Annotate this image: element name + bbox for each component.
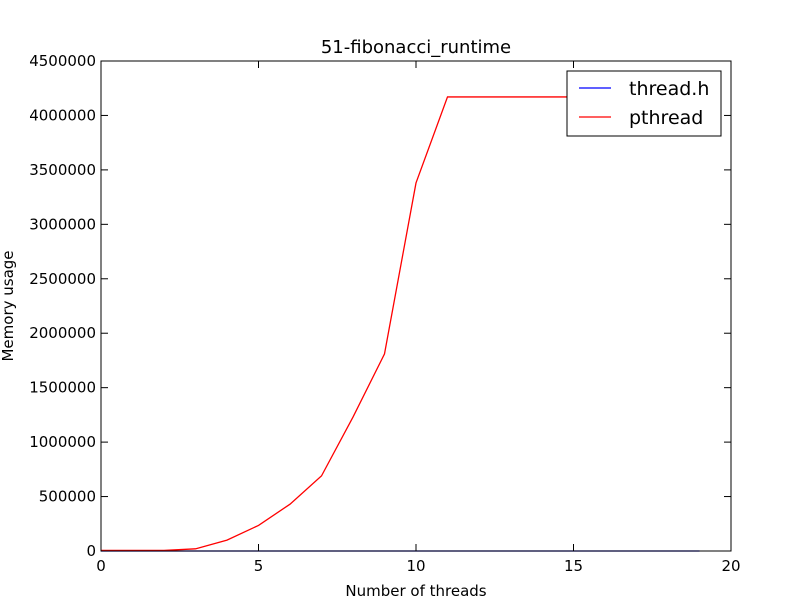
y-tick-label: 2500000 <box>29 270 96 288</box>
y-tick-label: 3500000 <box>29 161 96 179</box>
y-tick-label: 3000000 <box>29 215 96 233</box>
legend-box <box>566 70 722 137</box>
y-tick-label: 1000000 <box>29 433 96 451</box>
x-axis-label: Number of threads <box>345 582 486 600</box>
chart-title: 51-fibonacci_runtime <box>321 37 511 58</box>
x-tick-label: 0 <box>96 557 106 575</box>
y-tick-label: 500000 <box>39 488 96 506</box>
y-tick-label: 4000000 <box>29 106 96 124</box>
y-axis-label: Memory usage <box>0 250 17 361</box>
y-tick-label: 2000000 <box>29 324 96 342</box>
chart-legend: thread.h pthread <box>566 70 722 137</box>
y-tick-label: 1500000 <box>29 379 96 397</box>
legend-label: pthread <box>629 107 703 129</box>
x-tick-label: 15 <box>564 557 583 575</box>
axes-layer: 0 5 10 15 20 0 500000 1000000 1500000 2000000 2500… <box>29 52 740 575</box>
x-tick-label: 20 <box>721 557 740 575</box>
y-tick-label: 4500000 <box>29 52 96 70</box>
x-tick-label: 10 <box>406 557 425 575</box>
y-tick-label: 0 <box>86 542 96 560</box>
x-tick-label: 5 <box>254 557 264 575</box>
legend-label: thread.h <box>629 78 709 100</box>
